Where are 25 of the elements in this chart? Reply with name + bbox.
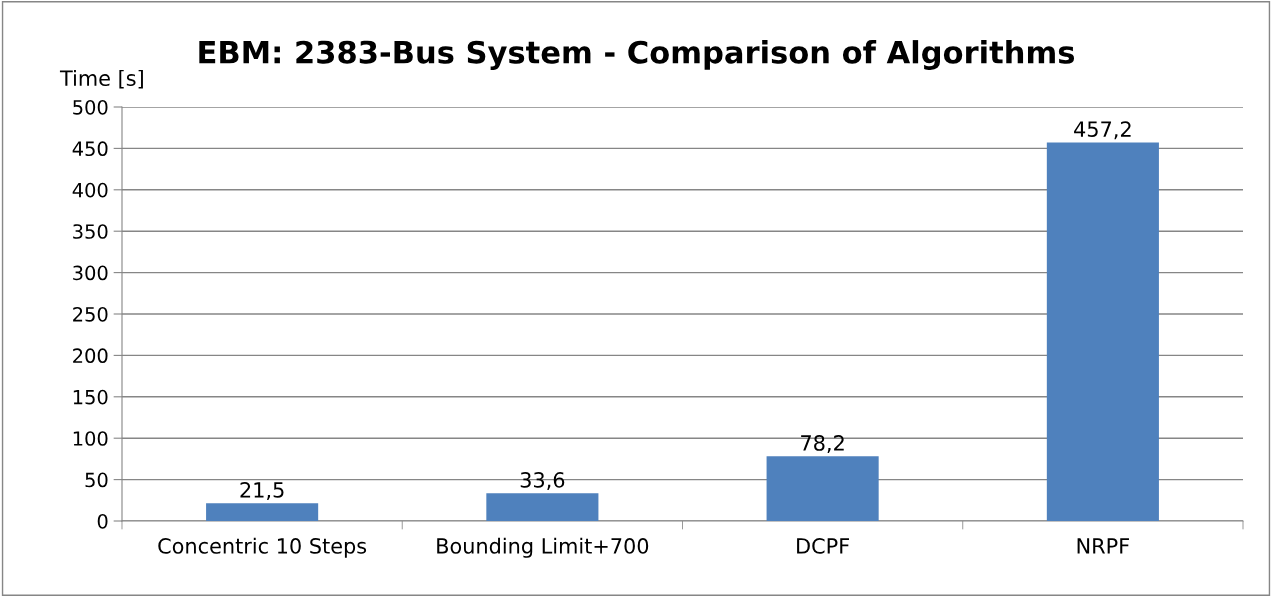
y-tick-label: 300 — [73, 265, 108, 281]
x-tick-label: NRPF — [1077, 538, 1129, 554]
chart-title: EBM: 2383-Bus System - Comparison of Algorithms — [199, 40, 1075, 70]
y-tick-label: 400 — [72, 182, 108, 198]
y-tick-label: 100 — [73, 431, 108, 446]
data-label: 33,6 — [520, 472, 565, 490]
y-tick-label: 200 — [73, 348, 108, 364]
data-label: 457,2 — [1074, 121, 1131, 140]
y-tick-label: 0 — [97, 513, 108, 529]
y-tick-label: 150 — [73, 389, 108, 405]
y-tick-label: 350 — [73, 224, 108, 239]
y-tick-label: 500 — [73, 99, 108, 115]
y-tick-label: 450 — [72, 141, 108, 157]
bar — [206, 503, 319, 521]
x-tick-label: Bounding Limit+700 — [437, 537, 649, 558]
y-tick-label: 50 — [85, 472, 108, 488]
y-tick-label: 250 — [73, 306, 108, 322]
bar — [1046, 142, 1159, 521]
data-label: 78,2 — [801, 435, 844, 453]
data-label: 21,5 — [240, 482, 284, 500]
x-tick-label: Concentric 10 Steps — [158, 537, 367, 558]
bar — [486, 493, 599, 521]
bar — [766, 456, 879, 521]
y-axis-title: Time [s] — [59, 69, 143, 89]
x-tick-label: DCPF — [797, 538, 849, 554]
